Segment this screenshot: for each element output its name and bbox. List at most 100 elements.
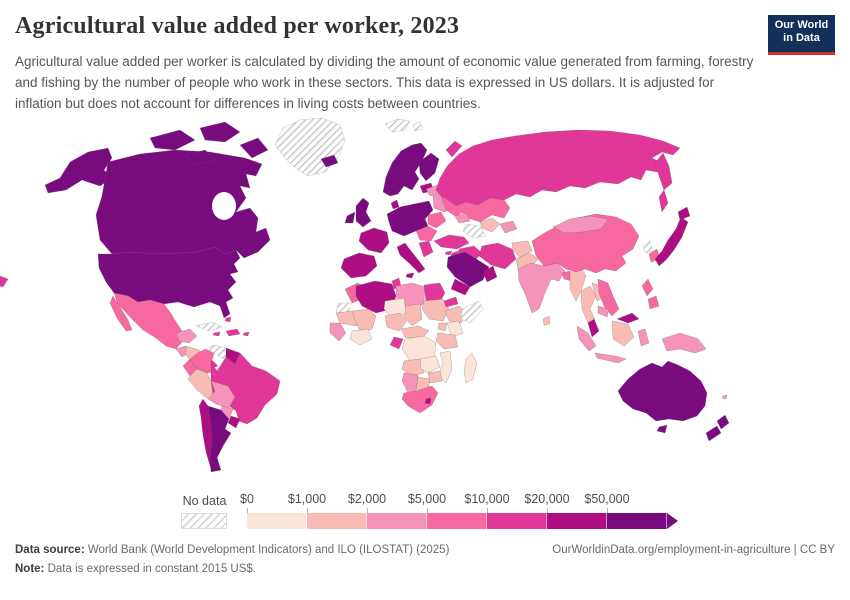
region-balkans[interactable] (415, 225, 438, 242)
legend-bin-$20,000-$50,000[interactable] (547, 513, 607, 529)
legend-bin-$1,000-$2,000[interactable] (307, 513, 367, 529)
region-new-guinea[interactable] (661, 332, 707, 354)
legend-no-data-swatch[interactable] (181, 513, 227, 529)
region-sumatra[interactable] (576, 325, 597, 352)
region-north-korea[interactable] (641, 240, 654, 254)
region-sri-lanka[interactable] (542, 315, 551, 326)
region-nigeria[interactable] (384, 312, 408, 332)
region-yemen[interactable] (450, 278, 471, 296)
region-alaska[interactable] (44, 147, 113, 194)
region-hokkaido[interactable] (677, 206, 691, 221)
region-arctic-islands[interactable] (239, 137, 269, 159)
region-namibia[interactable] (401, 372, 419, 394)
region-bahamas[interactable] (224, 316, 232, 323)
region-java[interactable] (594, 352, 627, 364)
region-united-kingdom[interactable] (355, 197, 372, 228)
owid-url-link[interactable]: OurWorldinData.org/employment-in-agricul… (552, 544, 835, 556)
region-afghanistan[interactable] (511, 240, 533, 258)
region-uruguay[interactable] (227, 415, 241, 429)
region-cambodia[interactable] (597, 305, 610, 318)
region-greenland[interactable] (274, 117, 346, 177)
region-novaya-zemlya[interactable] (445, 140, 463, 158)
region-iran[interactable] (478, 242, 517, 270)
region-sudan[interactable] (421, 298, 450, 322)
region-puerto-rico[interactable] (242, 331, 250, 337)
region-romania[interactable] (427, 211, 447, 229)
region-chad[interactable] (403, 303, 423, 327)
region-saudi-arabia[interactable] (446, 251, 490, 288)
region-iceland[interactable] (320, 154, 339, 168)
region-zimbabwe[interactable] (427, 370, 443, 384)
region-lesotho[interactable] (424, 397, 432, 405)
region-thailand[interactable] (580, 285, 597, 324)
region-japan[interactable] (654, 216, 689, 267)
region-angola[interactable] (401, 358, 425, 377)
region-philippines[interactable] (641, 278, 660, 310)
legend-bin-$50,000+[interactable] (607, 513, 667, 529)
region-turkmenistan[interactable] (462, 223, 487, 239)
region-vietnam[interactable] (597, 278, 620, 317)
legend-bin-$5,000-$10,000[interactable] (427, 513, 487, 529)
region-ghana-ivory-coast[interactable] (349, 328, 373, 346)
region-arctic-islands[interactable] (184, 149, 216, 166)
region-india[interactable] (517, 262, 566, 314)
region-italy[interactable] (396, 242, 426, 279)
region-kenya[interactable] (446, 320, 464, 338)
region-gabon-congo[interactable] (389, 336, 404, 350)
region-hispaniola[interactable] (225, 328, 241, 337)
region-finland[interactable] (418, 152, 440, 182)
region-cyprus[interactable] (444, 250, 453, 256)
legend-bin-$0-$1,000[interactable] (247, 513, 307, 529)
region-uzbekistan[interactable] (479, 217, 501, 233)
region-russia[interactable] (435, 129, 681, 207)
region-malaysia-peninsula[interactable] (587, 318, 600, 338)
region-jamaica[interactable] (212, 331, 221, 337)
region-oman[interactable] (482, 265, 498, 283)
region-fiji[interactable] (721, 394, 728, 400)
region-borneo[interactable] (611, 320, 635, 347)
region-greece[interactable] (418, 240, 434, 258)
region-ireland[interactable] (344, 211, 356, 224)
region-cuba[interactable] (195, 321, 224, 332)
region-mongolia[interactable] (552, 215, 609, 234)
legend-bin-$10,000-$20,000[interactable] (487, 513, 547, 529)
region-kyrgyzstan-tajikistan[interactable] (499, 220, 518, 234)
region-somalia[interactable] (460, 300, 484, 324)
region-sulawesi[interactable] (637, 328, 650, 347)
legend-bin-$2,000-$5,000[interactable] (367, 513, 427, 529)
region-mozambique[interactable] (437, 350, 453, 384)
region-madagascar[interactable] (463, 352, 478, 384)
region-uganda[interactable] (437, 322, 448, 332)
region-france[interactable] (358, 227, 390, 254)
region-denmark[interactable] (390, 199, 400, 210)
region-australia[interactable] (617, 360, 708, 422)
region-zambia[interactable] (419, 355, 441, 374)
region-malaysia-borneo[interactable] (616, 312, 640, 324)
region-central-europe[interactable] (386, 200, 434, 237)
region-svalbard[interactable] (384, 118, 424, 133)
region-baja-california[interactable] (109, 295, 133, 332)
region-new-zealand-north[interactable] (716, 414, 730, 430)
region-cameroon-car[interactable] (400, 325, 430, 340)
region-sakhalin[interactable] (658, 189, 669, 213)
region-turkey[interactable] (433, 234, 470, 250)
region-canada[interactable] (95, 149, 271, 259)
region-arctic-islands[interactable] (199, 121, 241, 143)
region-map-edge-fragment[interactable] (0, 275, 9, 288)
region-arctic-islands[interactable] (149, 129, 196, 151)
region-egypt[interactable] (423, 282, 446, 304)
region-caucasus[interactable] (454, 212, 471, 224)
region-senegal-guinea[interactable] (329, 322, 347, 342)
region-argentina[interactable] (207, 405, 232, 473)
region-new-zealand-south[interactable] (705, 425, 722, 442)
region-tasmania[interactable] (656, 424, 668, 434)
legend-tick-label: $50,000 (584, 492, 630, 506)
region-south-africa[interactable] (401, 385, 439, 414)
region-tanzania[interactable] (435, 332, 459, 350)
region-iberia[interactable] (340, 252, 378, 279)
owid-logo[interactable]: Our World in Data (768, 15, 835, 55)
region-kamchatka[interactable] (654, 152, 673, 191)
region-eritrea-djibouti[interactable] (443, 296, 459, 308)
region-yucatan[interactable] (175, 328, 198, 344)
